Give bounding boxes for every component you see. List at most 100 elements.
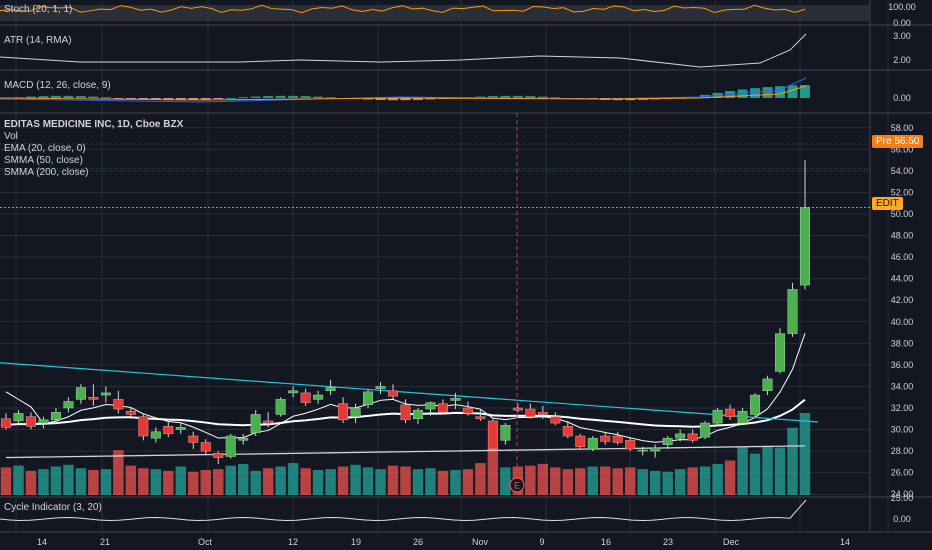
volume-bar: [799, 413, 811, 495]
candle-body: [150, 431, 161, 439]
price-tick-label: 32.00: [891, 403, 914, 413]
volume-bar: [100, 469, 112, 495]
legend-smma50[interactable]: SMMA (50, close): [4, 155, 83, 166]
volume-bar: [275, 466, 286, 495]
candle-body: [737, 410, 748, 424]
volume-bar: [387, 465, 399, 495]
macd-histogram-bar: [175, 98, 186, 101]
candle-body: [725, 408, 736, 417]
macd-histogram-bar: [375, 98, 386, 100]
volume-bar: [0, 467, 12, 495]
volume-bar: [337, 466, 349, 495]
candle-body: [225, 435, 236, 457]
cycle-line: [0, 499, 807, 521]
volume-bar: [587, 466, 599, 495]
candle-body: [637, 449, 648, 452]
x-axis-label: 16: [601, 537, 611, 547]
candle-body: [550, 416, 561, 424]
volume-bar: [325, 469, 336, 495]
candle-body: [288, 390, 299, 394]
volume-bar: [525, 465, 536, 495]
candle-body: [537, 412, 548, 415]
macd-histogram-bar: [63, 95, 74, 98]
candle-body: [50, 412, 61, 421]
macd-histogram-bar: [487, 96, 498, 98]
candle-body: [800, 207, 810, 286]
volume-bar: [437, 470, 449, 495]
x-axis-label: 14: [37, 537, 47, 547]
volume-bar: [25, 470, 37, 495]
price-tick-label: 36.00: [891, 360, 914, 370]
stoch-band: [0, 5, 870, 21]
symbol-price-tag: EDIT: [872, 197, 903, 210]
x-axis-label: Oct: [198, 537, 213, 547]
macd-histogram-bar: [275, 95, 286, 98]
macd-histogram-bar: [138, 98, 149, 100]
volume-bar: [362, 467, 374, 495]
macd-histogram-bar: [550, 97, 561, 99]
candle-body: [587, 437, 598, 450]
macd-histogram-bar: [100, 97, 111, 99]
volume-bar: [312, 469, 324, 495]
x-axis-label: 14: [840, 537, 850, 547]
volume-bar: [225, 465, 236, 495]
earnings-circle: [509, 477, 525, 493]
volume-bar: [649, 470, 661, 495]
macd-histogram-bar: [238, 97, 249, 99]
stoch-tick-label: 0.00: [893, 18, 911, 28]
macd-histogram-bar: [113, 98, 124, 99]
volume-bar: [375, 469, 386, 495]
price-tick-label: 58.00: [891, 123, 914, 133]
volume-bar: [450, 469, 461, 495]
legend-ema[interactable]: EMA (20, close, 0): [4, 143, 86, 154]
candle-body: [437, 403, 448, 413]
symbol-title[interactable]: EDITAS MEDICINE INC, 1D, Cboe BZX: [4, 119, 184, 130]
candle-body: [575, 435, 586, 448]
volume-bar: [63, 464, 74, 495]
volume-bar: [550, 467, 561, 495]
macd-histogram-bar: [225, 97, 236, 99]
volume-bar: [475, 463, 486, 495]
candle-body: [63, 401, 74, 409]
candle-body: [125, 410, 136, 415]
volume-bar: [188, 471, 199, 495]
volume-bar: [624, 467, 636, 495]
candle-body: [250, 414, 261, 434]
volume-bar: [600, 466, 611, 495]
price-tick-label: 30.00: [891, 425, 914, 435]
candle-body: [612, 435, 623, 443]
candle-body: [138, 416, 149, 437]
price-tick-label: 38.00: [891, 338, 914, 348]
macd-histogram-bar: [525, 96, 536, 98]
candle-body: [562, 426, 573, 437]
macd-histogram-bar: [50, 95, 61, 98]
volume-bar: [762, 445, 773, 495]
volume-bar: [212, 469, 224, 495]
candle-body: [512, 407, 523, 411]
atr-line: [0, 33, 807, 68]
volume-bar: [787, 427, 798, 495]
candle-body: [425, 402, 436, 410]
candle-body: [700, 422, 711, 438]
price-tick-label: 56.00: [891, 144, 914, 154]
earnings-marker: E: [509, 477, 525, 493]
candle-body: [13, 413, 24, 422]
volume-bar: [687, 467, 698, 495]
legend-smma200[interactable]: SMMA (200, close): [4, 167, 89, 178]
volume-bar: [749, 453, 761, 495]
candle-body: [338, 403, 349, 421]
macd-label: MACD (12, 26, close, 9): [4, 80, 111, 91]
candle-body: [450, 398, 461, 401]
volume-bar: [487, 447, 499, 495]
x-axis-label: 21: [100, 537, 110, 547]
legend-vol[interactable]: Vol: [4, 131, 18, 142]
volume-bar: [737, 446, 748, 495]
volume-bar: [774, 447, 786, 495]
volume-bar: [88, 469, 99, 495]
x-axis-label: 12: [288, 537, 298, 547]
volume-bar: [125, 465, 137, 495]
pre-market-price-tag: Pre 56.50: [872, 135, 924, 148]
macd-histogram-bar: [188, 98, 199, 100]
candle-body: [175, 427, 186, 430]
